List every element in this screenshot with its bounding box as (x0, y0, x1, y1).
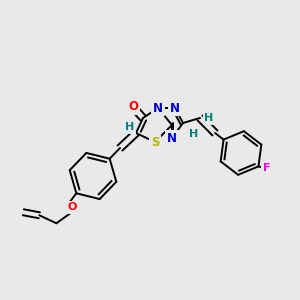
Text: O: O (68, 202, 77, 212)
Text: F: F (263, 164, 270, 173)
Text: S: S (151, 136, 159, 148)
Text: N: N (170, 101, 180, 115)
Text: N: N (153, 101, 163, 115)
Text: O: O (128, 100, 138, 113)
Text: N: N (167, 131, 177, 145)
Text: H: H (204, 113, 214, 123)
Text: H: H (125, 122, 135, 132)
Text: H: H (189, 129, 199, 139)
